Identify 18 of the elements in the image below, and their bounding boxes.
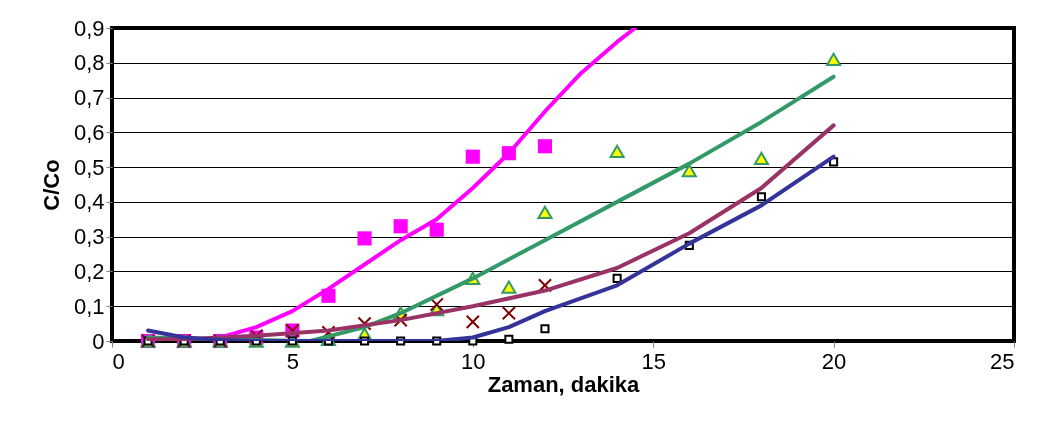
x-tick-label: 0: [112, 348, 125, 374]
y-tick-label: 0,2: [73, 258, 105, 284]
y-tick-label: 0,8: [73, 50, 105, 76]
x-tick-label: 5: [286, 348, 300, 374]
x-tick-label: 25: [990, 348, 1015, 374]
y-axis-title: C/Co: [38, 159, 64, 211]
x-tick-label: 10: [461, 348, 486, 374]
y-tick-label: 0,5: [73, 154, 105, 180]
y-tick-label: 0,3: [73, 224, 105, 250]
x-tick-label: 15: [641, 348, 666, 374]
y-tick-label: 0,9: [73, 15, 105, 41]
x-axis-title: Zaman, dakika: [487, 371, 641, 397]
x-tick-label: 20: [821, 348, 847, 374]
y-tick-label: 0,4: [73, 189, 105, 215]
y-tick-label: 0: [92, 328, 105, 354]
y-tick-label: 0,7: [73, 85, 105, 111]
y-tick-label: 0,1: [73, 293, 105, 319]
y-tick-label: 0,6: [73, 119, 105, 145]
